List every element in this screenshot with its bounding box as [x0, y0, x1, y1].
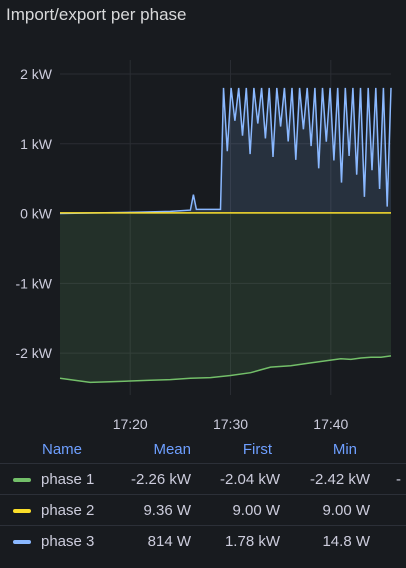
legend-header-mean[interactable]: Mean: [153, 441, 191, 458]
y-tick-label: 1 kW: [20, 136, 53, 152]
legend-header-name[interactable]: Name: [42, 441, 83, 458]
phase-3-line: [59, 87, 392, 215]
legend-row-phase-1[interactable]: phase 1 -2.26 kW -2.04 kW -2.42 kW -: [0, 463, 406, 494]
chart-fills: [60, 87, 391, 383]
legend-first: 9.00 W: [232, 502, 280, 519]
y-tick-label: -1 kW: [15, 275, 52, 291]
legend-row-phase-3[interactable]: phase 3 814 W 1.78 kW 14.8 W: [0, 525, 406, 556]
legend-swatch: [13, 540, 31, 544]
timeseries-chart[interactable]: 2 kW 1 kW 0 kW -1 kW -2 kW 17:20 17:30 17:40: [0, 0, 406, 440]
legend-header: Name Mean First Min: [0, 437, 406, 463]
y-axis: 2 kW 1 kW 0 kW -1 kW -2 kW: [15, 66, 52, 361]
y-tick-label: -2 kW: [15, 345, 52, 361]
x-axis: 17:20 17:30 17:40: [113, 416, 349, 432]
legend-series-name[interactable]: phase 1: [41, 471, 95, 488]
y-tick-label: 2 kW: [20, 66, 53, 82]
legend-mean: -2.26 kW: [130, 471, 191, 488]
phase-1-line: [59, 355, 392, 384]
legend-header-first[interactable]: First: [242, 441, 272, 458]
x-tick-label: 17:40: [313, 416, 348, 432]
legend-swatch: [13, 478, 31, 482]
legend-min: 9.00 W: [322, 502, 370, 519]
chart-lines: [59, 87, 392, 384]
phase-1-area: [60, 213, 391, 383]
legend-table: Name Mean First Min phase 1 -2.26 kW -2.…: [0, 437, 406, 556]
legend-mean: 814 W: [147, 533, 191, 550]
legend-series-name[interactable]: phase 2: [41, 502, 95, 519]
legend-first: 1.78 kW: [224, 533, 280, 550]
phase-3-area: [60, 87, 391, 214]
legend-min: -2.42 kW: [309, 471, 370, 488]
legend-min: 14.8 W: [322, 533, 370, 550]
legend-row-phase-2[interactable]: phase 2 9.36 W 9.00 W 9.00 W: [0, 494, 406, 525]
x-tick-label: 17:30: [213, 416, 248, 432]
panel-title: Import/export per phase: [6, 5, 187, 24]
x-tick-label: 17:20: [113, 416, 148, 432]
legend-header-min[interactable]: Min: [332, 441, 357, 458]
legend-mean: 9.36 W: [143, 502, 191, 519]
legend-swatch: [13, 509, 31, 513]
legend-first: -2.04 kW: [219, 471, 280, 488]
legend-series-name[interactable]: phase 3: [41, 533, 95, 550]
y-tick-label: 0 kW: [20, 206, 53, 222]
legend-more: -: [396, 471, 401, 488]
